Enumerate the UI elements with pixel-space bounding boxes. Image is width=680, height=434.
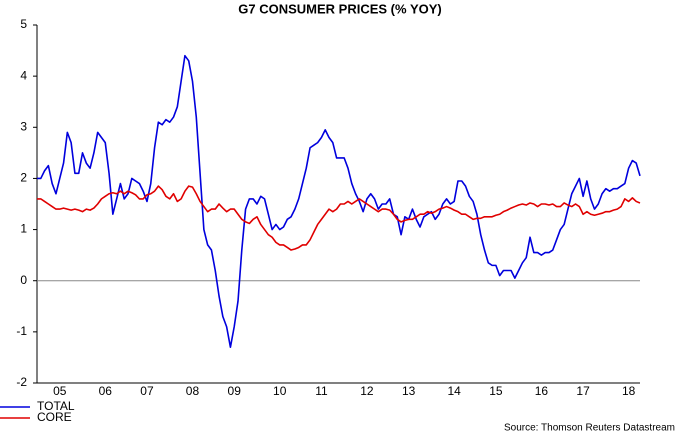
data-line — [37, 54, 641, 348]
x-tick-label: 07 — [140, 384, 154, 398]
y-tick-label: -2 — [16, 375, 27, 389]
x-tick-label: 05 — [53, 384, 67, 398]
x-tick-label: 11 — [315, 384, 328, 398]
data-line — [37, 185, 641, 251]
x-tick-label: 09 — [228, 384, 242, 398]
x-tick-label: 17 — [576, 384, 590, 398]
x-tick-label: 16 — [535, 384, 549, 398]
x-tick-label: 13 — [402, 384, 416, 398]
x-tick-label: 08 — [186, 384, 200, 398]
y-tick-label: 1 — [20, 222, 27, 236]
y-tick-label: 0 — [20, 273, 27, 287]
x-tick-label: 10 — [273, 384, 287, 398]
legend-label: TOTAL — [37, 399, 75, 413]
y-tick-label: 3 — [20, 119, 27, 133]
source-note: Source: Thomson Reuters Datastream — [504, 423, 675, 434]
chart-title: G7 CONSUMER PRICES (% YOY) — [238, 1, 441, 16]
x-tick-label: 18 — [622, 384, 636, 398]
y-tick-label: 4 — [20, 68, 27, 82]
x-tick-label: 14 — [447, 384, 461, 398]
y-tick-label: -1 — [16, 324, 27, 338]
x-tick-label: 06 — [99, 384, 113, 398]
x-tick-label: 15 — [489, 384, 503, 398]
y-tick-label: 5 — [20, 17, 27, 31]
y-tick-label: 2 — [20, 171, 27, 185]
legend-label: CORE — [37, 410, 72, 424]
x-tick-label: 12 — [360, 384, 374, 398]
